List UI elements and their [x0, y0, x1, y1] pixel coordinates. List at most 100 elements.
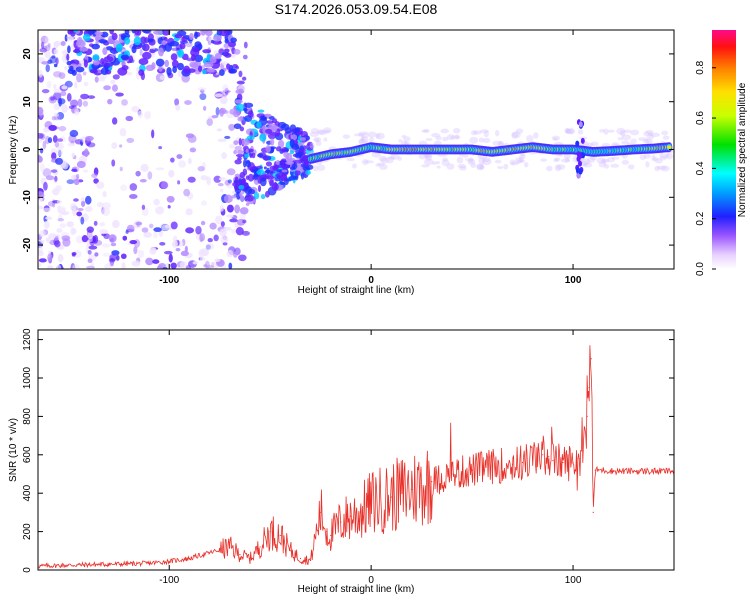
colorbar-label: Normalized spectral amplitude	[737, 82, 748, 217]
spectrogram-noise-blob	[126, 137, 135, 143]
snr-data-point	[188, 557, 191, 560]
spectrogram-noise-blob	[232, 109, 240, 118]
spectrogram-noise-blob	[99, 229, 108, 235]
spectrogram-noise-blob	[57, 253, 64, 263]
spectrogram-noise-blob	[214, 258, 221, 263]
spectrogram-noise-blob	[175, 247, 181, 252]
spectrogram-dispersed-blob	[238, 137, 242, 146]
spectrogram-noise-blob	[87, 231, 94, 240]
spectrogram-noise-blob	[38, 262, 42, 268]
spectrogram-dispersed-blob	[281, 169, 288, 173]
spectrogram-halo-blob	[483, 130, 489, 138]
spectrogram-halo-blob	[601, 142, 611, 148]
spectrogram-dispersed-blob	[242, 159, 247, 168]
spectrogram-halo-blob	[553, 158, 559, 163]
spectrogram-halo-blob	[518, 154, 526, 160]
spectrogram-x-tick-label: 100	[565, 275, 582, 286]
spectrogram-noise-blob	[183, 188, 191, 197]
spectrogram-dispersed-blob	[299, 137, 307, 141]
spectrogram-noise-blob	[74, 108, 80, 116]
spectrogram-noise-blob	[74, 139, 83, 145]
spectrogram-halo-blob	[551, 135, 561, 141]
spectrogram-noise-blob	[137, 249, 145, 259]
spectrogram-noise-blob	[115, 92, 124, 97]
spectrogram-noise-blob	[129, 183, 138, 191]
snr-data-point	[229, 546, 231, 548]
snr-data-point	[602, 469, 604, 471]
spectrogram-halo-blob	[313, 136, 322, 143]
spectrogram-halo-blob	[309, 131, 319, 137]
spectrogram-noise-blob	[159, 241, 166, 246]
spectrogram-halo-blob	[603, 163, 610, 169]
spectrogram-halo-blob	[509, 159, 516, 166]
spectrogram-band-blob	[76, 37, 83, 45]
spectrogram-noise-blob	[101, 243, 111, 248]
spectrogram-noise-blob	[156, 265, 164, 269]
spectrogram-noise-blob	[137, 110, 143, 119]
spectrogram-noise-blob	[121, 262, 126, 269]
spectrogram-noise-blob	[192, 261, 199, 265]
spectrogram-halo-blob	[586, 157, 596, 163]
spectrogram-noise-blob	[235, 89, 245, 95]
spectrogram-halo-blob	[310, 128, 319, 134]
spectrogram-noise-blob	[241, 230, 250, 236]
snr-y-ticks: 0 200 400 600 800 1000 1200	[22, 328, 674, 573]
spectrogram-noise-blob	[60, 90, 67, 97]
spectrogram-halo-blob	[358, 138, 365, 144]
spectrogram-noise-blob	[38, 69, 43, 78]
spectrogram-halo-blob	[353, 133, 363, 137]
spectrogram-band-blob	[230, 37, 237, 43]
spectrogram-halo-blob	[470, 130, 478, 136]
spectrogram-halo-blob	[580, 158, 591, 165]
spectrogram-noise-blob	[101, 207, 111, 217]
spectrogram-noise-blob	[88, 245, 98, 250]
spectrogram-dispersed-blob	[244, 115, 253, 123]
spectrogram-halo-blob	[563, 152, 571, 160]
spectrogram-noise-blob	[131, 105, 139, 113]
snr-frame	[37, 329, 675, 571]
spectrogram-noise-blob	[68, 105, 75, 109]
snr-data-point	[309, 559, 312, 562]
spectrogram-halo-blob	[565, 128, 572, 135]
spectrogram-noise-blob	[108, 234, 117, 243]
spectrogram-noise-blob	[133, 246, 138, 255]
spectrogram-noise-blob	[219, 204, 224, 212]
spectrogram-dispersed-blob	[239, 126, 245, 132]
spectrogram-halo-blob	[367, 131, 377, 138]
spectrogram-dispersed-blob	[234, 176, 239, 182]
spectrogram-halo-blob	[421, 129, 429, 133]
spectrogram-halo-blob	[623, 129, 632, 133]
spectrogram-noise-blob	[80, 93, 90, 100]
spectrogram-noise-blob	[53, 84, 57, 90]
spectrogram-noise-blob	[231, 194, 237, 199]
snr-x-tick-label: 0	[368, 575, 374, 586]
spectrogram-halo-blob	[546, 165, 553, 172]
spectrogram-halo-blob	[403, 141, 410, 146]
spectrogram-band-blob	[193, 31, 199, 40]
spectrogram-dispersed-blob	[239, 171, 246, 179]
spectrogram-dispersed-blob	[297, 135, 302, 145]
spectrogram-band-blob	[203, 61, 214, 68]
spectrogram-dispersed-blob	[234, 159, 242, 165]
spectrogram-halo-blob	[425, 137, 433, 142]
snr-data-point	[511, 463, 514, 465]
spectrogram-noise-blob	[47, 265, 54, 269]
spectrogram-band-blob	[224, 48, 230, 53]
snr-y-tick-label: 1000	[22, 366, 33, 389]
spectrogram-noise-blob	[80, 216, 85, 225]
spectrogram-noise-blob	[223, 194, 233, 204]
spectrogram-halo-blob	[648, 132, 653, 137]
spectrogram-band-blob	[138, 58, 149, 66]
spectrogram-noise-blob	[93, 178, 99, 184]
spectrogram-noise-blob	[218, 176, 226, 181]
spectrogram-halo-blob	[397, 156, 402, 161]
spectrogram-noise-blob	[220, 221, 225, 227]
spectrogram-dispersed-blob	[280, 159, 286, 165]
spectrogram-band-blob	[200, 30, 207, 36]
spectrogram-noise-blob	[38, 230, 46, 238]
spectrogram-halo-blob	[627, 164, 635, 170]
spectrogram-halo-blob	[646, 133, 655, 140]
spectrogram-noise-blob	[233, 251, 238, 258]
spectrogram-dispersed-blob	[256, 169, 266, 176]
